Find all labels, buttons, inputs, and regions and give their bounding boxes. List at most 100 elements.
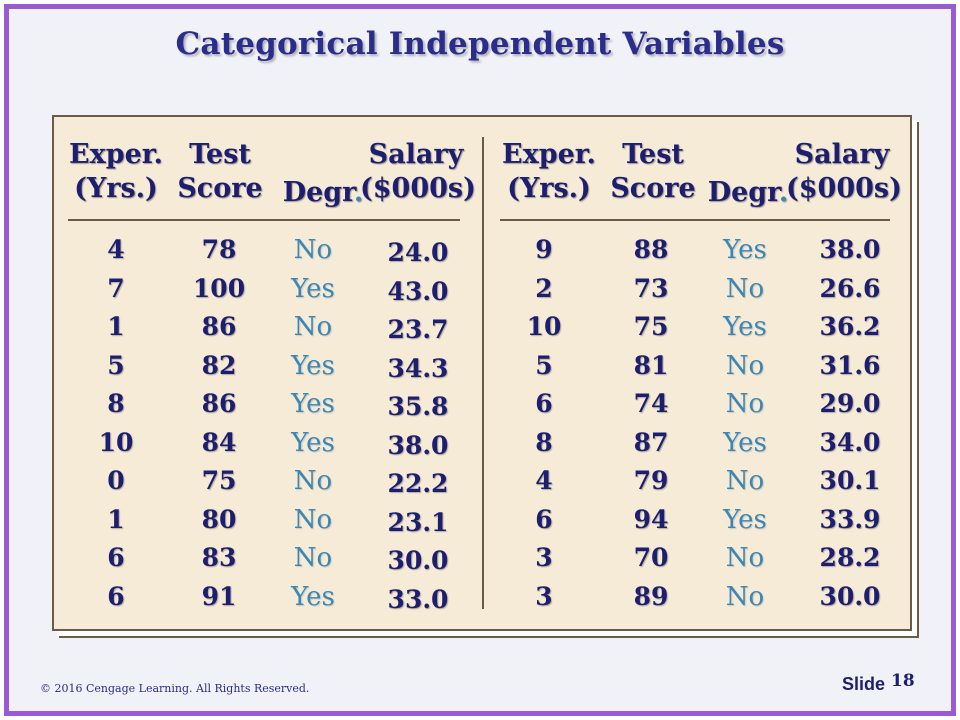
table-cell: 74 — [633, 389, 669, 418]
table-cell: No — [725, 466, 765, 496]
right-header-exper: Exper. (Yrs.) — [502, 139, 596, 204]
slide-title: Categorical Independent Variables — [175, 26, 785, 62]
slide-number-label: Slide 18 — [842, 671, 915, 695]
table-cell: 75 — [201, 466, 237, 495]
table-cell: 84 — [201, 427, 237, 457]
table-cell: 38.0 — [819, 235, 881, 264]
table-cell: 6 — [535, 504, 553, 534]
table-cell: 88 — [633, 235, 669, 264]
table-cell: 22.2 — [387, 469, 449, 498]
table-cell: Yes — [723, 504, 767, 535]
table-cell: 78 — [201, 235, 237, 264]
table-cell: 5 — [535, 350, 553, 380]
table-cell: 23.7 — [387, 315, 449, 344]
table-cell: 4 — [535, 466, 553, 495]
table-cell: 30.1 — [819, 466, 881, 495]
table-cell: No — [725, 581, 765, 612]
table-cell: No — [293, 466, 333, 496]
table-cell: 30.0 — [819, 581, 881, 611]
left-exper-column: 4 7 1 5 8 10 0 1 6 6 — [86, 231, 146, 616]
table-cell: 75 — [633, 312, 669, 341]
table-cell: 73 — [633, 273, 669, 303]
table-cell: 2 — [535, 273, 553, 303]
table-cell: 79 — [633, 466, 669, 495]
right-degr-column: Yes No Yes No No Yes No Yes No No — [708, 231, 782, 616]
table-cell: 10 — [526, 312, 562, 341]
left-test-column: 78 100 86 82 86 84 75 80 83 91 — [188, 231, 250, 616]
table-cell: 34.3 — [387, 353, 449, 383]
table-cell: 87 — [633, 427, 669, 457]
table-cell: 33.0 — [387, 584, 449, 614]
table-cell: No — [293, 312, 333, 342]
table-cell: 86 — [201, 389, 237, 418]
right-exper-column: 9 2 10 5 6 8 4 6 3 3 — [514, 231, 574, 616]
table-cell: 43.0 — [387, 276, 449, 306]
table-cell: Yes — [291, 427, 335, 458]
table-cell: 91 — [201, 581, 237, 611]
table-cell: 81 — [633, 350, 669, 380]
table-cell: No — [725, 350, 765, 381]
table-cell: 31.6 — [819, 350, 881, 380]
table-cell: 7 — [107, 273, 125, 303]
table-cell: Yes — [291, 350, 335, 381]
right-header-salary: Salary ($000s) — [786, 139, 902, 204]
table-cell: No — [725, 543, 765, 573]
table-cell: 1 — [107, 312, 125, 341]
table-cell: 100 — [192, 273, 246, 303]
table-cell: 0 — [107, 466, 125, 495]
table-cell: 36.2 — [819, 312, 881, 341]
table-cell: 38.0 — [387, 430, 449, 460]
table-cell: 82 — [201, 350, 237, 380]
table-cell: 24.0 — [387, 238, 449, 267]
table-cell: No — [293, 543, 333, 573]
left-degr-column: No Yes No Yes Yes Yes No No No Yes — [278, 231, 348, 616]
table-cell: 6 — [535, 389, 553, 418]
table-cell: Yes — [723, 427, 767, 458]
table-cell: 29.0 — [819, 389, 881, 418]
left-salary-column: 24.0 43.0 23.7 34.3 35.8 38.0 22.2 23.1 … — [380, 234, 456, 619]
table-cell: 8 — [107, 389, 125, 418]
table-cell: Yes — [723, 312, 767, 342]
right-header-degr: Degr. — [707, 177, 789, 208]
table-cell: Yes — [291, 389, 335, 419]
table-cell: 80 — [201, 504, 237, 534]
table-cell: 9 — [535, 235, 553, 264]
table-cell: No — [293, 235, 333, 265]
table-cell: 83 — [201, 543, 237, 572]
table-cell: 70 — [633, 543, 669, 572]
table-cell: 6 — [107, 581, 125, 611]
table-cell: 35.8 — [387, 392, 449, 421]
table-cell: 10 — [98, 427, 134, 457]
table-divider — [482, 137, 484, 609]
table-cell: 23.1 — [387, 507, 449, 537]
table-cell: 89 — [633, 581, 669, 611]
table-cell: 3 — [535, 543, 553, 572]
table-cell: Yes — [291, 581, 335, 612]
table-cell: 8 — [535, 427, 553, 457]
table-cell: 94 — [633, 504, 669, 534]
table-cell: 4 — [107, 235, 125, 264]
left-header-rule — [68, 219, 460, 221]
right-header-test-score: Test Score — [610, 139, 696, 204]
right-header-rule — [500, 219, 890, 221]
table-cell: No — [725, 389, 765, 419]
table-cell: No — [725, 273, 765, 304]
right-test-column: 88 73 75 81 74 87 79 94 70 89 — [620, 231, 682, 616]
copyright-notice: © 2016 Cengage Learning. All Rights Rese… — [40, 682, 310, 695]
table-cell: 33.9 — [819, 504, 881, 534]
slide-number: 18 — [891, 671, 915, 691]
table-cell: 3 — [535, 581, 553, 611]
table-cell: No — [293, 504, 333, 535]
table-cell: 26.6 — [819, 273, 881, 303]
table-cell: 30.0 — [387, 546, 449, 575]
left-header-exper: Exper. (Yrs.) — [69, 139, 163, 204]
left-header-test-score: Test Score — [177, 139, 263, 204]
table-cell: 5 — [107, 350, 125, 380]
left-header-salary: Salary ($000s) — [360, 139, 476, 204]
table-cell: 6 — [107, 543, 125, 572]
table-cell: 1 — [107, 504, 125, 534]
slide-label: Slide — [842, 674, 886, 694]
table-cell: Yes — [723, 235, 767, 265]
left-header-degr: Degr. — [282, 177, 364, 208]
table-cell: Yes — [291, 273, 335, 304]
